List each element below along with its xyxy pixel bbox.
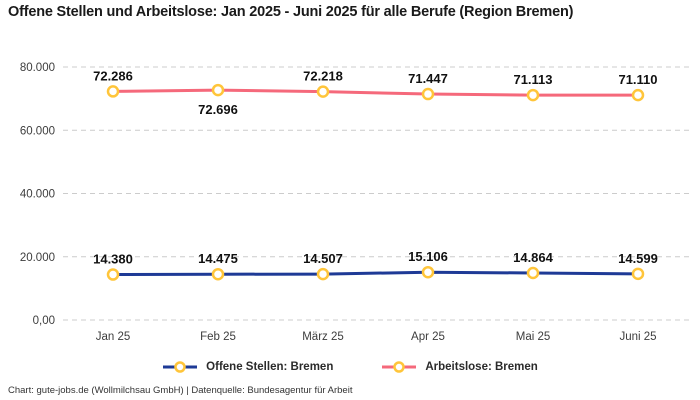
y-tick-label: 60.000 [20,125,55,137]
data-point-marker[interactable] [631,267,645,281]
data-point-marker[interactable] [211,267,225,281]
attribution-text: Chart: gute-jobs.de (Wollmilchsau GmbH) … [8,385,353,396]
data-point-label: 71.447 [408,71,448,86]
data-point-label: 14.599 [618,251,658,266]
data-point-label: 14.507 [303,251,343,266]
data-point-label: 72.218 [303,69,343,84]
data-point-marker[interactable] [106,85,120,98]
legend-label-offene-stellen: Offene Stellen: Bremen [206,361,334,373]
y-tick-label: 80.000 [20,62,55,74]
series-line [111,88,640,97]
data-point-label: 14.475 [198,251,238,266]
x-tick-label: Mai 25 [516,331,551,343]
y-tick-label: 0,00 [33,315,55,327]
series-line [111,270,640,277]
legend-swatch-offene-stellen [163,361,198,373]
data-point-marker[interactable] [106,268,120,281]
legend-swatch-arbeitslose [382,361,417,373]
data-point-marker[interactable] [631,88,645,102]
data-point-marker[interactable] [211,83,225,97]
data-point-label: 15.106 [408,249,448,264]
data-point-label: 72.696 [198,102,238,117]
chart-title: Offene Stellen und Arbeitslose: Jan 2025… [8,4,574,20]
data-point-label: 72.286 [93,68,133,83]
x-tick-label: Feb 25 [200,331,236,343]
x-tick-label: Jan 25 [96,331,131,343]
data-point-marker[interactable] [421,87,435,101]
data-point-marker[interactable] [316,267,330,281]
y-tick-label: 20.000 [20,252,55,264]
x-tick-label: Apr 25 [411,331,445,343]
data-point-label: 14.380 [93,252,133,267]
data-point-label: 14.864 [513,250,554,265]
data-point-marker[interactable] [421,265,435,279]
x-tick-label: März 25 [302,331,344,343]
data-point-marker[interactable] [316,85,330,98]
x-tick-label: Juni 25 [619,331,656,343]
legend: Offene Stellen: Bremen Arbeitslose: Brem… [0,360,700,374]
legend-item-offene-stellen[interactable]: Offene Stellen: Bremen [162,360,333,374]
line-chart-plot-area: 0,00 20.000 40.000 60.000 80.000 Jan 25 Feb 25… [20,62,690,343]
data-point-label: 71.113 [513,72,552,87]
data-point-marker[interactable] [526,88,540,102]
y-tick-label: 40.000 [20,189,55,201]
data-point-label: 71.110 [618,72,657,87]
legend-label-arbeitslose: Arbeitslose: Bremen [425,361,538,373]
legend-item-arbeitslose[interactable]: Arbeitslose: Bremen [381,360,538,374]
data-point-marker[interactable] [526,266,540,280]
